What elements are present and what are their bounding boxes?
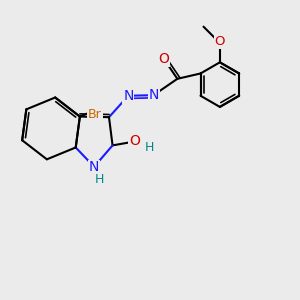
Text: N: N [89, 160, 99, 174]
Text: H: H [144, 141, 154, 154]
Text: N: N [148, 88, 159, 102]
Text: O: O [214, 35, 225, 48]
Text: H: H [95, 173, 104, 186]
Text: Br: Br [88, 108, 102, 121]
Text: O: O [129, 134, 140, 148]
Text: O: O [158, 52, 169, 66]
Text: N: N [123, 89, 134, 103]
